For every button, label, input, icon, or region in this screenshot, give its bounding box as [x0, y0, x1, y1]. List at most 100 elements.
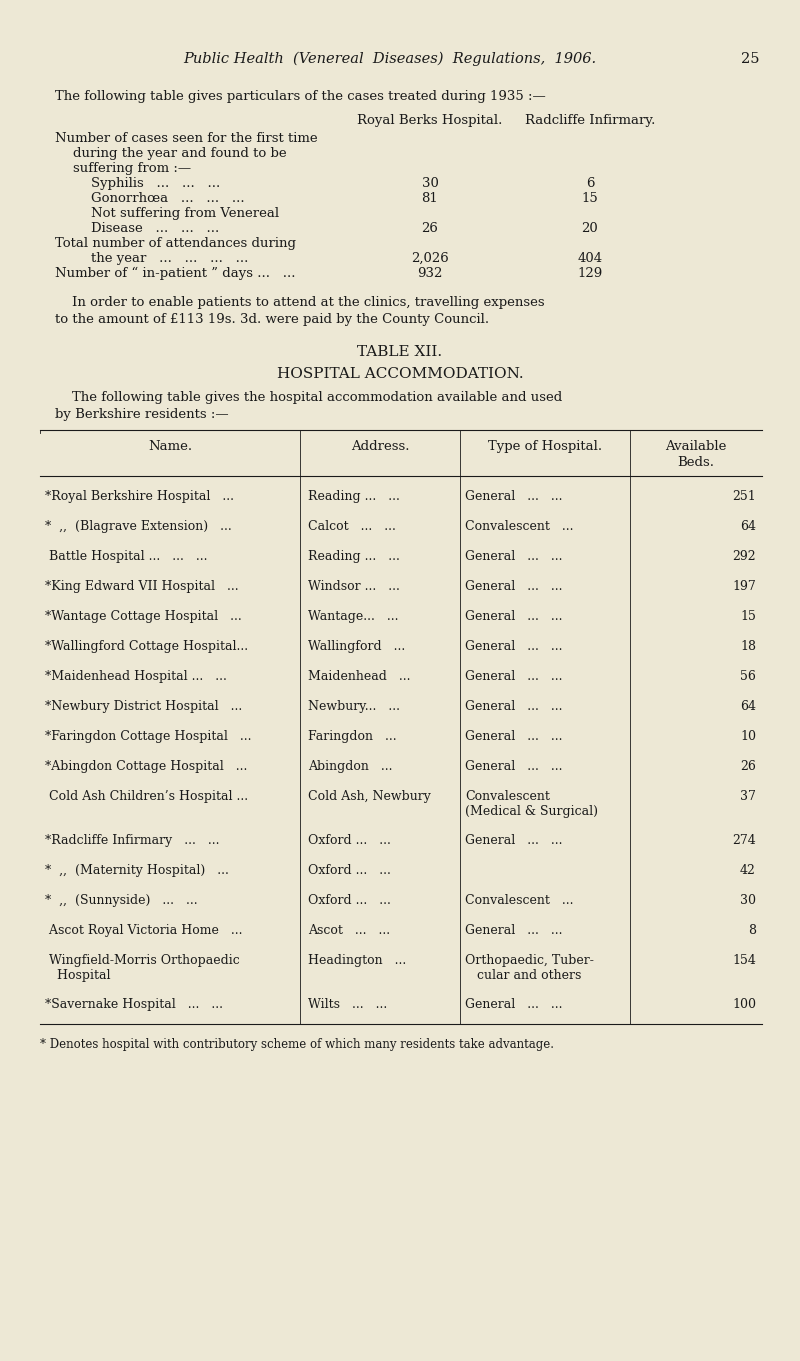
Text: Oxford ...   ...: Oxford ... ...	[308, 834, 391, 847]
Text: Maidenhead   ...: Maidenhead ...	[308, 670, 410, 683]
Text: suffering from :—: suffering from :—	[73, 162, 191, 176]
Text: during the year and found to be: during the year and found to be	[73, 147, 286, 161]
Text: 100: 100	[732, 998, 756, 1011]
Text: Headington   ...: Headington ...	[308, 954, 406, 968]
Text: * Denotes hospital with contributory scheme of which many residents take advanta: * Denotes hospital with contributory sch…	[40, 1038, 554, 1051]
Text: *Newbury District Hospital   ...: *Newbury District Hospital ...	[45, 700, 242, 713]
Text: *Wantage Cottage Hospital   ...: *Wantage Cottage Hospital ...	[45, 610, 242, 623]
Text: General   ...   ...: General ... ...	[465, 550, 562, 563]
Text: *  ,,  (Sunnyside)   ...   ...: * ,, (Sunnyside) ... ...	[45, 894, 198, 906]
Text: 64: 64	[740, 520, 756, 534]
Text: Radcliffe Infirmary.: Radcliffe Infirmary.	[525, 114, 655, 127]
Text: Newbury...   ...: Newbury... ...	[308, 700, 400, 713]
Text: Public Health  (Venereal  Diseases)  Regulations,  1906.: Public Health (Venereal Diseases) Regula…	[183, 52, 597, 67]
Text: 274: 274	[732, 834, 756, 847]
Text: Wantage...   ...: Wantage... ...	[308, 610, 398, 623]
Text: General   ...   ...: General ... ...	[465, 610, 562, 623]
Text: Oxford ...   ...: Oxford ... ...	[308, 864, 391, 876]
Text: 15: 15	[582, 192, 598, 206]
Text: General   ...   ...: General ... ...	[465, 834, 562, 847]
Text: *Maidenhead Hospital ...   ...: *Maidenhead Hospital ... ...	[45, 670, 227, 683]
Text: Reading ...   ...: Reading ... ...	[308, 490, 400, 504]
Text: In order to enable patients to attend at the clinics, travelling expenses: In order to enable patients to attend at…	[55, 295, 545, 309]
Text: 26: 26	[740, 759, 756, 773]
Text: Reading ...   ...: Reading ... ...	[308, 550, 400, 563]
Text: *Radcliffe Infirmary   ...   ...: *Radcliffe Infirmary ... ...	[45, 834, 219, 847]
Text: Hospital: Hospital	[45, 969, 110, 983]
Text: Wallingford   ...: Wallingford ...	[308, 640, 406, 653]
Text: Faringdon   ...: Faringdon ...	[308, 729, 397, 743]
Text: Disease   ...   ...   ...: Disease ... ... ...	[91, 222, 219, 235]
Text: Windsor ...   ...: Windsor ... ...	[308, 580, 400, 593]
Text: Convalescent   ...: Convalescent ...	[465, 520, 574, 534]
Text: 6: 6	[586, 177, 594, 191]
Text: Abingdon   ...: Abingdon ...	[308, 759, 393, 773]
Text: 56: 56	[740, 670, 756, 683]
Text: General   ...   ...: General ... ...	[465, 700, 562, 713]
Text: Orthopaedic, Tuber-: Orthopaedic, Tuber-	[465, 954, 594, 968]
Text: 81: 81	[422, 192, 438, 206]
Text: *Abingdon Cottage Hospital   ...: *Abingdon Cottage Hospital ...	[45, 759, 247, 773]
Text: Type of Hospital.: Type of Hospital.	[488, 440, 602, 453]
Text: Address.: Address.	[350, 440, 410, 453]
Text: 154: 154	[732, 954, 756, 968]
Text: 18: 18	[740, 640, 756, 653]
Text: 25: 25	[742, 52, 760, 65]
Text: *Savernake Hospital   ...   ...: *Savernake Hospital ... ...	[45, 998, 223, 1011]
Text: General   ...   ...: General ... ...	[465, 729, 562, 743]
Text: Syphilis   ...   ...   ...: Syphilis ... ... ...	[91, 177, 220, 191]
Text: 10: 10	[740, 729, 756, 743]
Text: *Wallingford Cottage Hospital...: *Wallingford Cottage Hospital...	[45, 640, 248, 653]
Text: Convalescent: Convalescent	[465, 789, 550, 803]
Text: 8: 8	[748, 924, 756, 936]
Text: General   ...   ...: General ... ...	[465, 640, 562, 653]
Text: General   ...   ...: General ... ...	[465, 490, 562, 504]
Text: General   ...   ...: General ... ...	[465, 924, 562, 936]
Text: 129: 129	[578, 267, 602, 280]
Text: *Faringdon Cottage Hospital   ...: *Faringdon Cottage Hospital ...	[45, 729, 251, 743]
Text: Ascot Royal Victoria Home   ...: Ascot Royal Victoria Home ...	[45, 924, 242, 936]
Text: Wingfield-Morris Orthopaedic: Wingfield-Morris Orthopaedic	[45, 954, 240, 968]
Text: 292: 292	[732, 550, 756, 563]
Text: Battle Hospital ...   ...   ...: Battle Hospital ... ... ...	[45, 550, 207, 563]
Text: 404: 404	[578, 252, 602, 265]
Text: by Berkshire residents :—: by Berkshire residents :—	[55, 408, 229, 421]
Text: Not suffering from Venereal: Not suffering from Venereal	[91, 207, 279, 220]
Text: Available
Beds.: Available Beds.	[666, 440, 726, 470]
Text: TABLE XII.: TABLE XII.	[358, 344, 442, 359]
Text: (Medical & Surgical): (Medical & Surgical)	[465, 804, 598, 818]
Text: *King Edward VII Hospital   ...: *King Edward VII Hospital ...	[45, 580, 238, 593]
Text: Royal Berks Hospital.: Royal Berks Hospital.	[358, 114, 502, 127]
Text: 251: 251	[732, 490, 756, 504]
Text: 197: 197	[732, 580, 756, 593]
Text: cular and others: cular and others	[465, 969, 582, 983]
Text: *  ,,  (Blagrave Extension)   ...: * ,, (Blagrave Extension) ...	[45, 520, 232, 534]
Text: Convalescent   ...: Convalescent ...	[465, 894, 574, 906]
Text: Total number of attendances during: Total number of attendances during	[55, 237, 296, 250]
Text: Cold Ash Children’s Hospital ...: Cold Ash Children’s Hospital ...	[45, 789, 248, 803]
Text: *Royal Berkshire Hospital   ...: *Royal Berkshire Hospital ...	[45, 490, 234, 504]
Text: 37: 37	[740, 789, 756, 803]
Text: the year   ...   ...   ...   ...: the year ... ... ... ...	[91, 252, 248, 265]
Text: Oxford ...   ...: Oxford ... ...	[308, 894, 391, 906]
Text: 30: 30	[740, 894, 756, 906]
Text: Calcot   ...   ...: Calcot ... ...	[308, 520, 396, 534]
Text: General   ...   ...: General ... ...	[465, 998, 562, 1011]
Text: General   ...   ...: General ... ...	[465, 670, 562, 683]
Text: 64: 64	[740, 700, 756, 713]
Text: 30: 30	[422, 177, 438, 191]
Text: General   ...   ...: General ... ...	[465, 759, 562, 773]
Text: The following table gives particulars of the cases treated during 1935 :—: The following table gives particulars of…	[55, 90, 546, 103]
Text: Gonorrhœa   ...   ...   ...: Gonorrhœa ... ... ...	[91, 192, 245, 206]
Text: Cold Ash, Newbury: Cold Ash, Newbury	[308, 789, 431, 803]
Text: HOSPITAL ACCOMMODATION.: HOSPITAL ACCOMMODATION.	[277, 367, 523, 381]
Text: Number of “ in-patient ” days ...   ...: Number of “ in-patient ” days ... ...	[55, 267, 295, 280]
Text: General   ...   ...: General ... ...	[465, 580, 562, 593]
Text: Number of cases seen for the first time: Number of cases seen for the first time	[55, 132, 318, 146]
Text: 20: 20	[582, 222, 598, 235]
Text: 932: 932	[418, 267, 442, 280]
Text: 42: 42	[740, 864, 756, 876]
Text: *  ,,  (Maternity Hospital)   ...: * ,, (Maternity Hospital) ...	[45, 864, 229, 876]
Text: Name.: Name.	[148, 440, 192, 453]
Text: 15: 15	[740, 610, 756, 623]
